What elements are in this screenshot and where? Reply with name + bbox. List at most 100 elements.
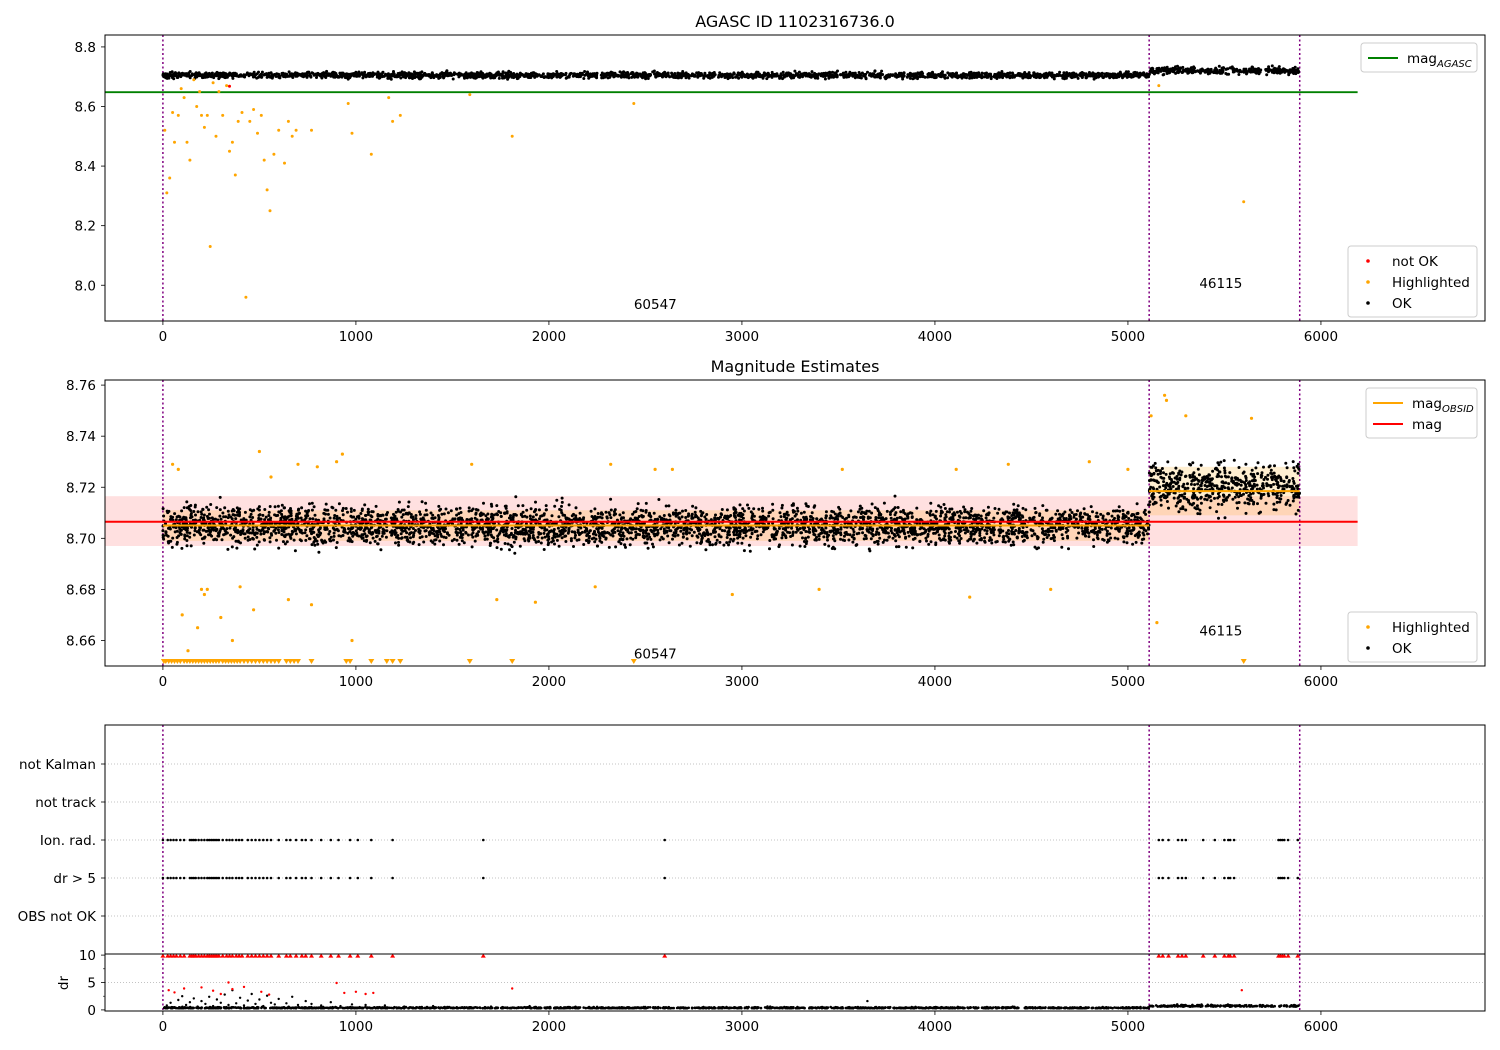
ok-point [370,73,374,76]
ok-point [1040,527,1044,531]
ok-point [595,544,599,548]
ok-point [433,542,437,546]
ok-point [210,71,214,75]
ok-point [891,536,895,540]
ok-point [804,73,808,77]
ok-point [335,514,339,518]
ok-point [810,511,814,515]
ok-point [475,71,479,74]
ok-point [893,494,897,498]
ok-point [373,539,377,543]
ok-point [780,503,784,507]
ok-point [1100,74,1104,78]
ok-point [1006,71,1010,75]
ok-point [876,72,880,76]
ok-point [1070,76,1074,80]
ok-point [185,539,189,542]
highlighted-point [200,113,203,117]
ok-point [651,545,655,549]
ok-point [685,537,689,541]
ok-point [994,73,998,77]
ok-point [908,76,912,80]
ok-point [1176,64,1179,68]
ok-point [958,541,962,545]
ok-point [734,75,737,79]
highlighted-point [236,119,240,123]
ok-point [417,76,421,80]
highlighted-point [240,111,244,114]
ok-point [1149,69,1153,73]
ok-point [202,541,206,545]
ok-point [1076,76,1080,80]
ok-point [618,513,622,517]
ok-point [412,540,416,544]
highlighted-point [283,161,286,165]
ok-point [691,504,695,508]
ok-point [879,516,883,520]
ok-point [365,538,369,542]
ok-point [864,534,868,538]
ok-point [695,71,699,75]
ok-point [904,545,908,549]
ok-point [540,536,544,540]
ok-point [189,544,193,548]
ok-point [1072,515,1076,519]
legend-marker [1366,301,1370,305]
ok-point [635,507,639,511]
ok-point [1122,74,1126,78]
ok-point [725,536,729,539]
ok-point [381,71,385,75]
ok-point [188,70,192,73]
ok-point [1026,72,1030,76]
ok-point [1242,69,1245,73]
ok-point [209,529,213,533]
ok-point [521,515,525,519]
ok-point [891,73,895,77]
ok-point [914,74,917,78]
ok-point [810,73,814,77]
not-ok-point [228,84,231,88]
ok-point [495,528,499,532]
ok-point [696,535,700,539]
ok-point [621,511,625,515]
ok-point [226,509,230,513]
ok-point [268,505,272,508]
ok-point [237,508,240,512]
ok-point [906,516,910,520]
ok-point [219,517,223,521]
ok-point [550,514,554,518]
ok-point [927,542,931,546]
ok-point [989,77,993,81]
ok-point [1229,66,1233,70]
ok-point [1162,69,1165,73]
ok-point [654,73,658,77]
ok-point [276,504,280,508]
ok-point [193,526,197,530]
ok-point [648,73,652,77]
ok-point [714,513,717,517]
highlighted-point [286,119,290,123]
ok-point [692,530,696,534]
highlighted-point [228,149,231,153]
ok-point [926,532,930,536]
ok-point [1158,68,1162,72]
ok-point [378,537,382,541]
ok-point [626,71,630,75]
ok-point [1253,70,1257,74]
ok-point [897,75,901,78]
ok-point [1142,510,1146,514]
ok-point [869,537,873,541]
ok-point [490,512,494,516]
ok-point [600,73,604,77]
ok-point [252,70,256,74]
ok-point [715,538,719,542]
ok-point [457,542,461,546]
ok-point [1281,68,1285,72]
ok-point [813,504,817,508]
ok-point [177,72,181,76]
ok-point [667,526,671,530]
ok-point [731,539,735,543]
highlighted-point [176,113,180,117]
ok-point [357,70,361,74]
ok-point [684,74,688,78]
